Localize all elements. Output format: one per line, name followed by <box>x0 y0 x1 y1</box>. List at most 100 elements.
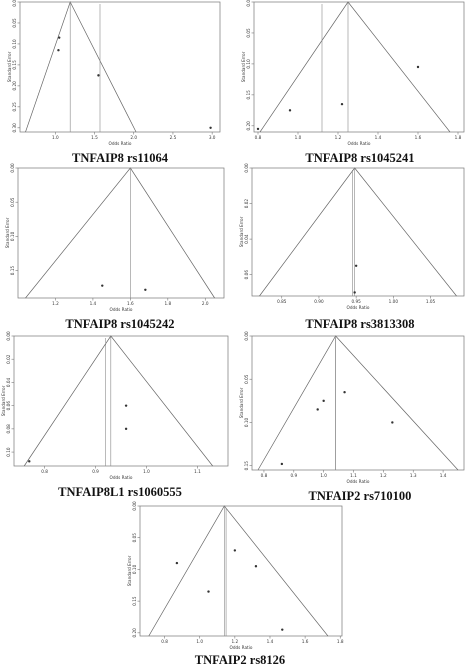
y-axis-label: Standard Error <box>241 51 246 82</box>
y-tick-label: 0.05 <box>12 18 17 28</box>
y-tick-label: 0.06 <box>244 270 249 280</box>
x-axis-label: Odds Ratio <box>230 645 253 650</box>
y-tick-label: 0.10 <box>132 564 137 574</box>
x-tick-label: 1.1 <box>194 469 201 474</box>
funnel-panel-7: 0.8 1.0 1.2 1.4 1.6 1.8 0.00 0.05 0.10 0.15 0.20 Od… <box>127 501 344 667</box>
y-tick-label: 0.10 <box>244 417 249 427</box>
study-point <box>353 291 356 294</box>
x-tick-label: 1.0 <box>320 473 327 478</box>
panel-caption: TNFAIP2 rs8126 <box>195 653 285 667</box>
x-tick-label: 1.4 <box>440 473 447 478</box>
y-tick-label: 0.04 <box>244 234 249 244</box>
plot-frame <box>17 167 225 299</box>
x-tick-label: 0.8 <box>41 469 48 474</box>
panel-caption: TNFAIP2 rs710100 <box>309 489 412 503</box>
study-point <box>58 36 61 39</box>
x-tick-label: 1.6 <box>415 135 422 140</box>
x-tick-label: 1.0 <box>52 135 59 140</box>
study-point <box>391 421 394 424</box>
plot-frame <box>13 335 229 467</box>
x-tick-label: 1.0 <box>143 469 150 474</box>
x-tick-label: 1.5 <box>91 135 98 140</box>
study-point <box>416 65 420 69</box>
x-tick-label: 0.9 <box>290 473 297 478</box>
y-tick-label: 0.05 <box>244 374 249 384</box>
funnel-panel-4: 0.85 0.90 0.95 1.00 1.05 0.00 0.02 0.04 0.06 Odds… <box>239 163 465 331</box>
y-tick-label: 0.00 <box>244 163 249 173</box>
study-point <box>124 404 128 407</box>
plot-frame <box>253 1 465 133</box>
study-point <box>144 288 147 291</box>
funnel-boundary <box>257 335 459 471</box>
funnel-panel-3: 1.2 1.4 1.6 1.8 2.0 0.00 0.05 0.10 0.15 Odds Rati… <box>5 163 225 331</box>
x-axis-label: Odds Ratio <box>348 141 371 146</box>
x-axis-label: Odds Ratio <box>110 307 133 312</box>
y-axis-label: Standard Error <box>127 555 132 586</box>
plot-frame <box>251 167 465 297</box>
study-point <box>281 628 284 631</box>
x-axis-label: Odds Ratio <box>347 305 370 310</box>
x-axis-label: Odds Ratio <box>347 479 370 484</box>
y-axis-label: Standard Error <box>7 51 12 82</box>
y-tick-label: 0.02 <box>244 199 249 209</box>
x-tick-label: 3.0 <box>209 135 216 140</box>
y-tick-label: 0.20 <box>246 121 251 131</box>
y-tick-label: 0.10 <box>10 231 15 241</box>
plot-frame <box>139 505 343 637</box>
y-tick-label: 0.00 <box>244 331 249 341</box>
funnel-boundary <box>25 1 137 133</box>
study-point <box>175 561 179 565</box>
funnel-boundary <box>259 167 457 297</box>
x-tick-label: 1.4 <box>267 639 274 644</box>
y-tick-label: 0.15 <box>12 60 17 70</box>
y-tick-label: 0.02 <box>6 354 11 364</box>
y-tick-label: 0.15 <box>246 90 251 100</box>
y-tick-label: 0.08 <box>6 424 11 434</box>
y-tick-label: 0.05 <box>10 197 15 207</box>
study-point <box>254 565 258 568</box>
y-tick-label: 0.10 <box>6 447 11 457</box>
study-point <box>101 284 104 287</box>
funnel-panel-1: 1.0 1.5 2.0 2.5 3.0 0.00 0.05 0.10 0.15 0.20 0.25 0… <box>7 0 221 165</box>
panel-caption: TNFAIP8 rs1045241 <box>305 151 414 165</box>
x-tick-label: 1.8 <box>164 301 171 306</box>
study-point <box>340 102 344 106</box>
x-tick-label: 2.5 <box>170 135 177 140</box>
study-point <box>316 408 319 411</box>
x-tick-label: 1.2 <box>232 639 239 644</box>
study-point <box>354 264 358 267</box>
panel-caption: TNFAIP8 rs11064 <box>72 151 169 165</box>
y-axis-label: Standard Error <box>1 385 6 416</box>
y-tick-label: 0.15 <box>10 266 15 276</box>
y-tick-label: 0.06 <box>6 401 11 411</box>
x-tick-label: 1.2 <box>52 301 59 306</box>
study-point <box>322 399 325 403</box>
panel-caption: TNFAIP8 rs3813308 <box>305 317 414 331</box>
study-point <box>280 462 284 466</box>
y-tick-label: 0.15 <box>244 461 249 471</box>
study-point <box>288 109 292 112</box>
y-tick-label: 0.00 <box>246 0 251 7</box>
y-tick-label: 0.00 <box>6 331 11 341</box>
study-point <box>207 590 210 593</box>
x-tick-label: 2.0 <box>202 301 209 306</box>
y-axis-label: Standard Error <box>239 216 244 247</box>
x-tick-label: 0.8 <box>261 473 268 478</box>
y-axis-label: Standard Error <box>239 387 244 418</box>
y-tick-label: 0.15 <box>132 596 137 606</box>
study-point <box>233 549 237 552</box>
y-tick-label: 0.00 <box>12 0 17 7</box>
x-tick-label: 1.8 <box>455 135 462 140</box>
y-tick-label: 0.00 <box>132 501 137 511</box>
funnel-panel-6: 0.8 0.9 1.0 1.1 1.2 1.3 1.4 0.00 0.05 0.10 0.15 Odd… <box>239 331 465 503</box>
y-tick-label: 0.10 <box>12 39 17 49</box>
funnel-boundary <box>23 335 213 467</box>
funnel-panel-2: 0.8 1.0 1.2 1.4 1.6 1.8 0.00 0.05 0.10 0.15 0.20 Od… <box>241 0 465 165</box>
x-tick-label: 1.6 <box>127 301 134 306</box>
study-point <box>97 74 100 77</box>
x-tick-label: 1.8 <box>337 639 344 644</box>
funnel-boundary <box>259 1 451 133</box>
study-point <box>28 460 31 463</box>
